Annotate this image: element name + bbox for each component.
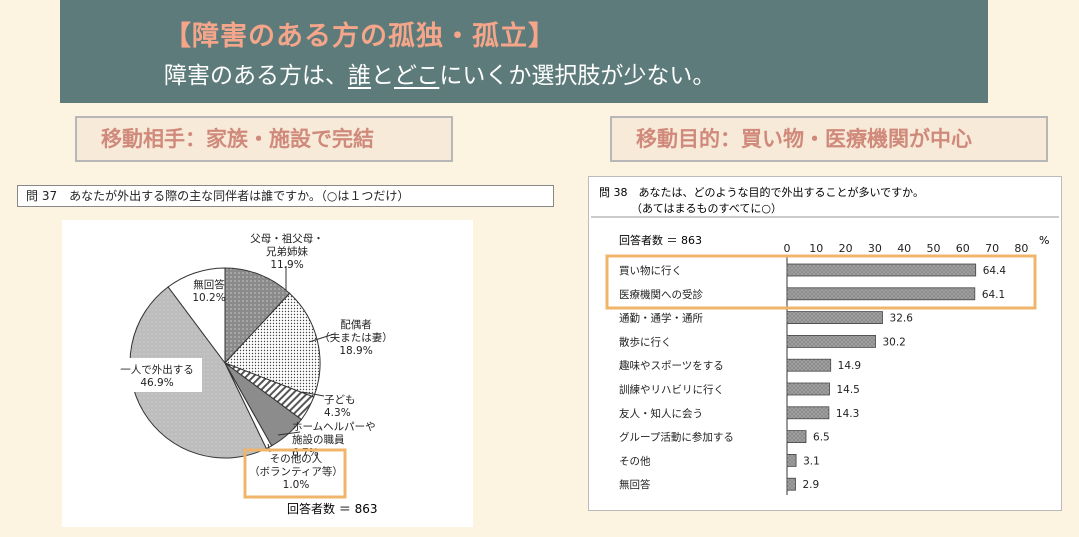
bar-question-line1: 問 38 あなたは、どのような目的で外出することが多いですか。 (599, 185, 924, 199)
pie-label-no-answer: 無回答 (193, 278, 225, 291)
pie-respondents-label: 回答者数 ＝ 863 (287, 501, 378, 516)
bar-value-label: 6.5 (813, 432, 830, 444)
bar-value-label: 32.6 (890, 313, 914, 325)
bar-category-label: 通勤・通学・通所 (619, 312, 703, 325)
pie-leader-spouse (308, 333, 335, 343)
bar-question-line2: （あてはまるものすべてに○） (631, 202, 782, 215)
bar (786, 311, 883, 325)
pie-pct-label-children: 4.3% (324, 407, 351, 419)
bar-value-label: 30.2 (882, 336, 905, 348)
banner-subtitle: 障害のある方は、誰とどこにいくか選択肢が少ない。 (164, 56, 715, 90)
pie-label-family: 兄弟姉妹 (266, 245, 308, 258)
bar-category-label: 散歩に行く (619, 335, 672, 348)
bar-axis-tick-label: 0 (784, 242, 791, 255)
bar (786, 358, 832, 372)
bar-axis-tick-label: 40 (897, 242, 911, 255)
banner-sub-post: にいくか選択肢が少ない。 (439, 63, 716, 89)
bar (786, 382, 830, 396)
bar-axis-tick-label: 10 (809, 242, 823, 255)
bar-axis-tick-label: 20 (839, 242, 853, 255)
pie-label-spouse: （夫または妻） (319, 331, 393, 344)
bar (786, 406, 830, 420)
bar-value-label: 2.9 (802, 479, 819, 491)
pie-leader-helper-staff (277, 431, 301, 436)
pie-label-alone: 一人で外出する (120, 363, 194, 376)
bar-value-label: 64.4 (983, 265, 1007, 277)
pie-slice-no-answer (167, 267, 226, 365)
bar (786, 477, 796, 491)
bar-category-label: 友人・知人に会う (619, 407, 703, 420)
bar-axis-tick-label: 60 (956, 242, 970, 255)
bar-category-label: 無回答 (619, 478, 651, 491)
bar-category-label: 訓練やリハビリに行く (619, 383, 724, 396)
bar-unit-label: % (1039, 234, 1049, 247)
bar (786, 263, 977, 277)
pie-label-other-person: その他の人 (270, 452, 323, 465)
right-section-heading: 移動目的：買い物・医療機関が中心 (610, 116, 1048, 162)
pie-label-other-person: （ボランティア等） (249, 465, 343, 478)
bar-axis-tick-label: 80 (1014, 242, 1028, 255)
bar-value-label: 14.3 (836, 408, 859, 420)
pie-slice-spouse (224, 292, 321, 398)
pie-pct-label-other-person: 1.0% (283, 479, 310, 491)
bar-value-label: 64.1 (982, 289, 1005, 301)
pie-pct-label-family: 11.9% (270, 259, 303, 271)
pie-pct-label-no-answer: 10.2% (192, 292, 225, 304)
pie-highlight-box (243, 448, 347, 499)
pie-question-box: 問 37 あなたが外出する際の主な同伴者は誰ですか。（○は１つだけ） (17, 185, 554, 207)
bar-value-label: 3.1 (803, 455, 820, 467)
bar-category-label: 買い物に行く (619, 264, 682, 277)
banner-title: 【障害のある方の孤独・孤立】 (164, 21, 556, 52)
pie-label-children: 子ども (324, 394, 356, 406)
pie-slice-family (224, 267, 291, 365)
banner-sub-em-who: 誰 (348, 63, 371, 89)
bar (786, 334, 876, 348)
bar (786, 287, 976, 301)
bar-axis-tick-label: 30 (868, 242, 882, 255)
pie-pct-label-alone: 46.9% (140, 377, 173, 389)
bar-chart-panel: 問 38 あなたは、どのような目的で外出することが多いですか。 （あてはまるもの… (588, 176, 1062, 511)
bar-axis-tick-label: 70 (985, 242, 999, 255)
bar-highlight-box (605, 254, 1037, 310)
bar-value-label: 14.5 (836, 384, 859, 396)
left-section-heading: 移動相手：家族・施設で完結 (75, 116, 453, 162)
pie-label-helper-staff: ホームヘルパーや (292, 421, 376, 433)
bar-chart: 問 38 あなたは、どのような目的で外出することが多いですか。 （あてはまるもの… (591, 185, 1059, 495)
banner-sub-em-where: どこ (394, 63, 440, 89)
bar-respondents-label: 回答者数 ＝ 863 (619, 233, 702, 247)
bar-category-label: グループ活動に参加する (619, 431, 734, 444)
pie-leader-children (301, 391, 325, 397)
pie-pct-label-spouse: 18.9% (339, 345, 372, 357)
bar-axis-tick-label: 50 (927, 242, 941, 255)
pie-chart-panel: 父母・祖父母・ 兄弟姉妹 11.9% 配偶者 （夫または妻） 18.9% 子ども 4.3% ホー… (62, 220, 473, 527)
bar-category-label: 趣味やスポーツをする (619, 359, 724, 372)
bar-category-label: 医療機関への受診 (619, 288, 703, 301)
pie-label-spouse: 配偶者 (340, 318, 372, 331)
pie-label-helper-staff: 施設の職員 (292, 433, 345, 446)
pie-label-family: 父母・祖父母・ (250, 232, 324, 245)
header-banner (60, 0, 988, 103)
bar (786, 453, 797, 467)
bar-value-label: 14.9 (838, 360, 861, 372)
bar-category-label: その他 (619, 454, 651, 467)
bar (786, 430, 807, 444)
banner-sub-pre: 障害のある方は、 (164, 63, 348, 89)
banner-sub-mid: と (371, 63, 394, 89)
